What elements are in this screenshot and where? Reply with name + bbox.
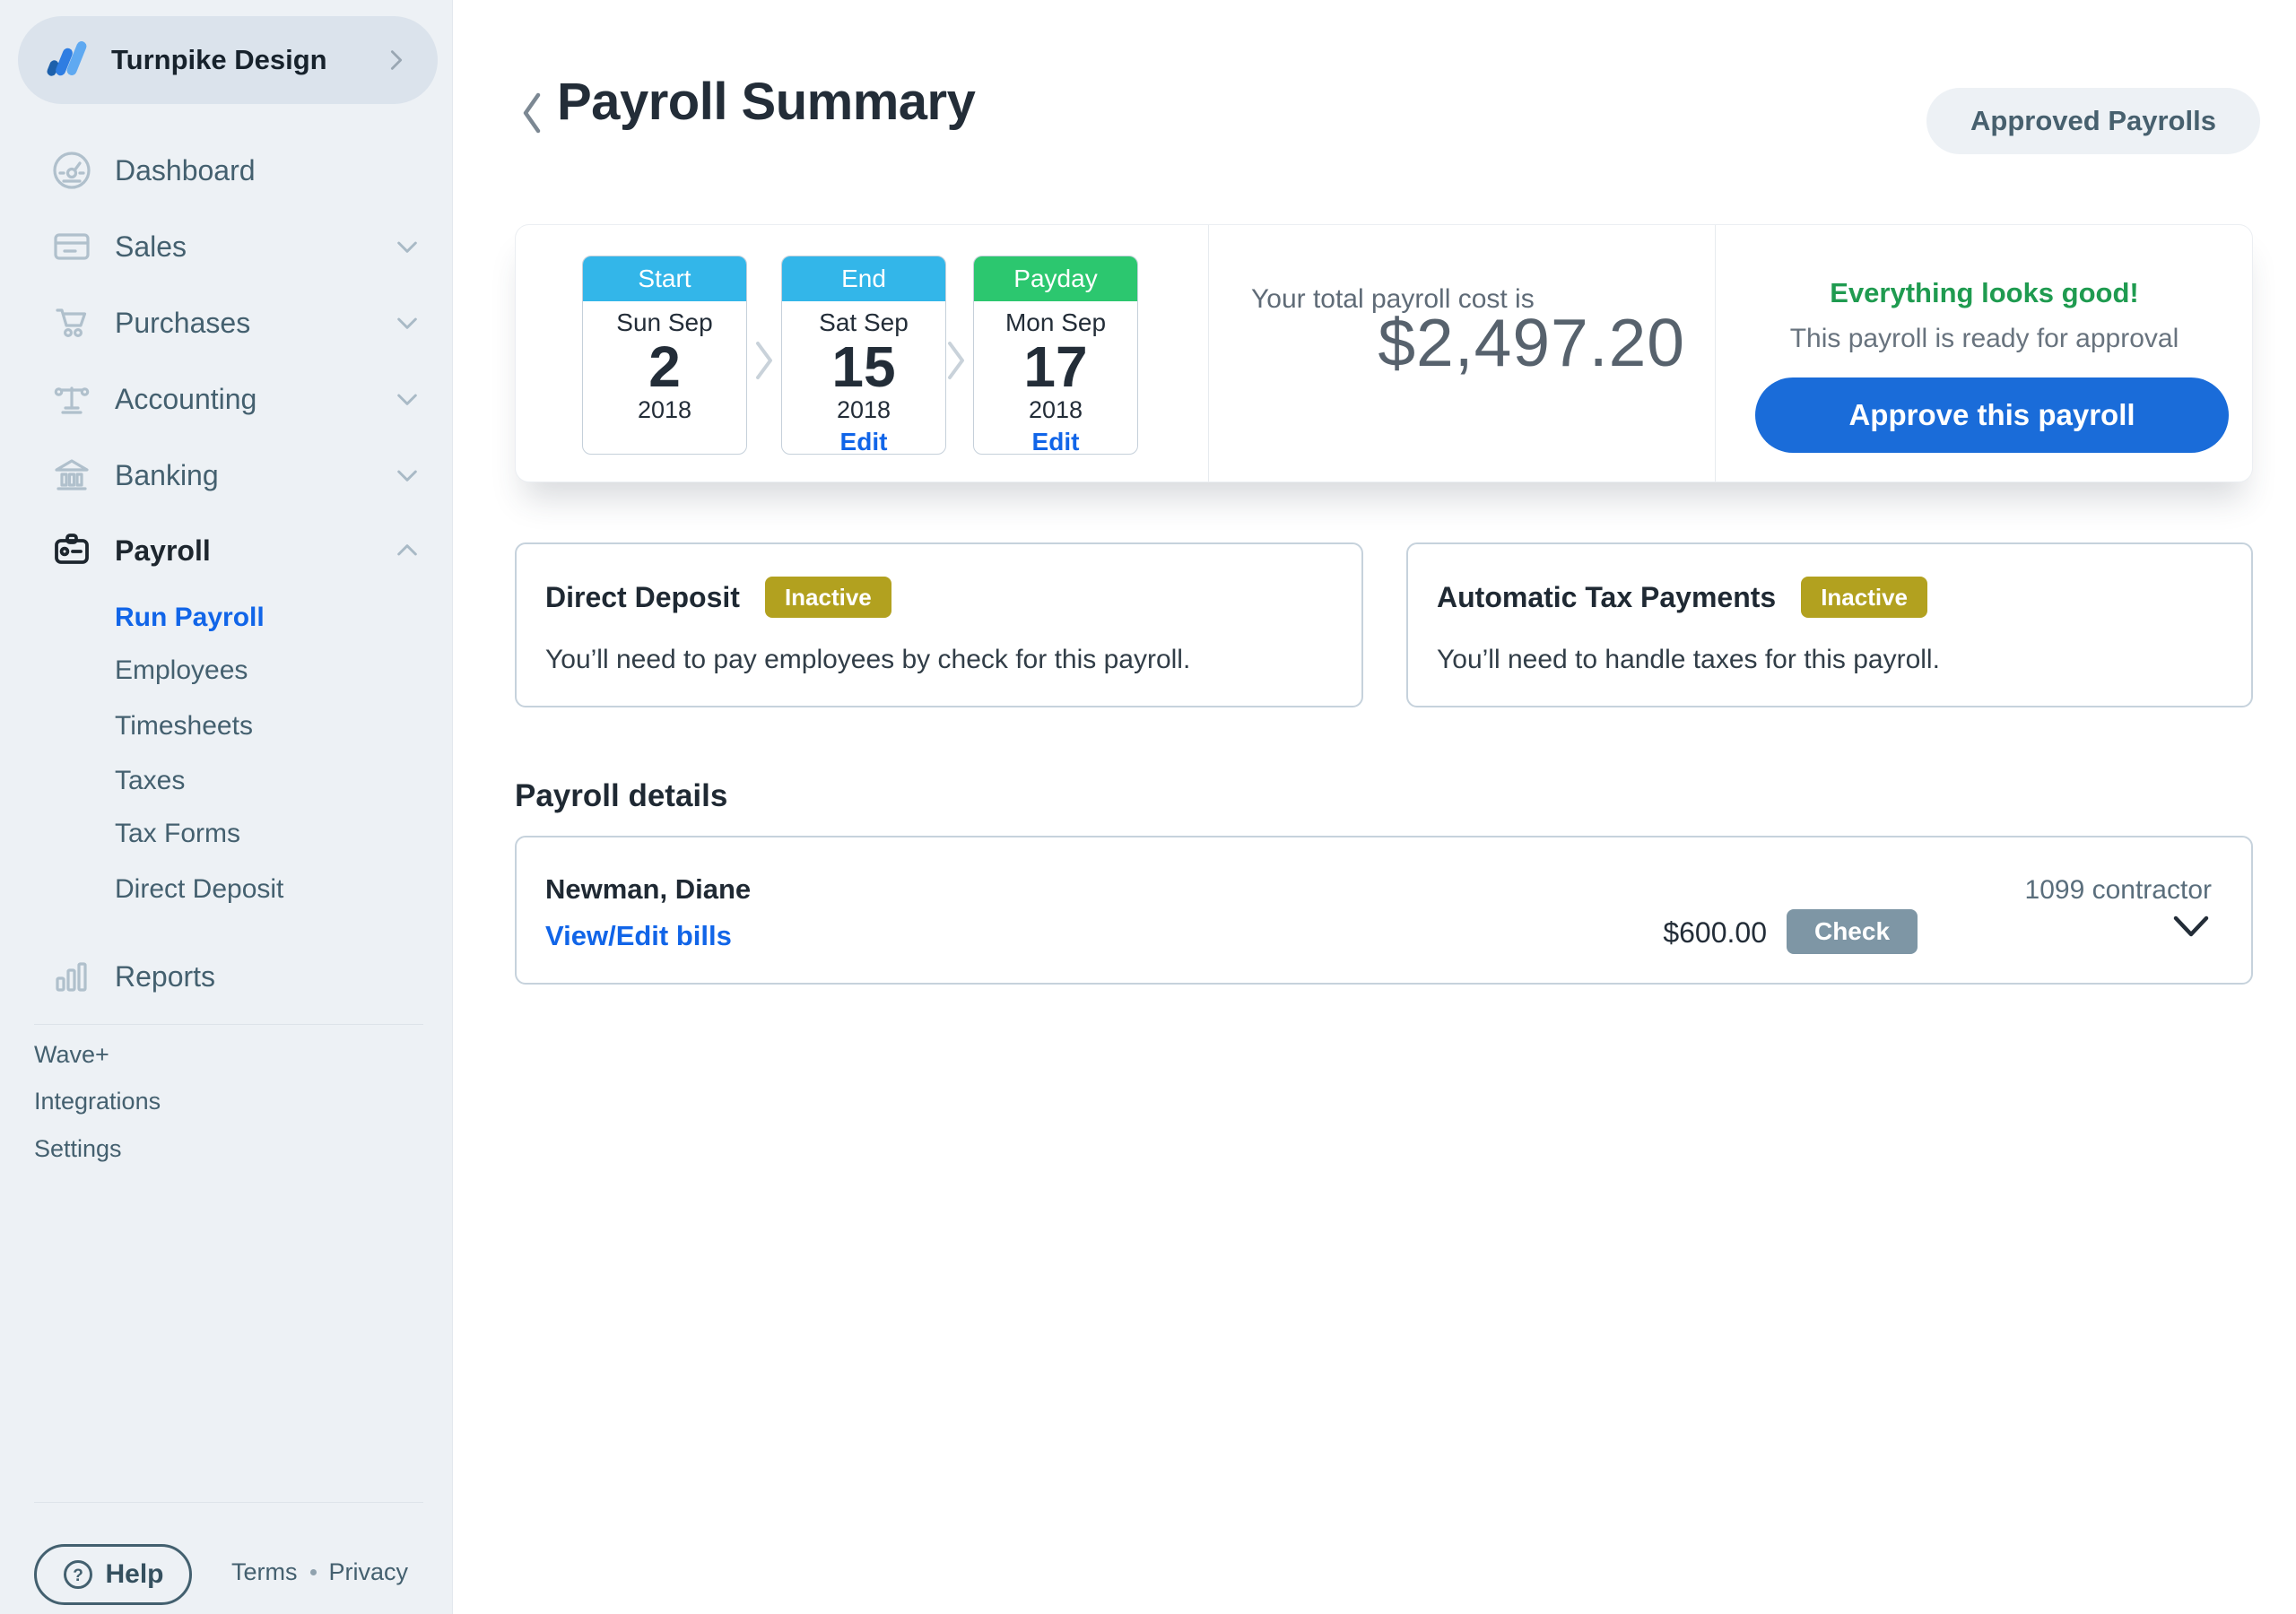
sidebar-subitem-direct-deposit[interactable]: Direct Deposit [115, 874, 284, 904]
payday-date-box: Payday Mon Sep 17 2018 Edit [973, 256, 1138, 455]
employee-amount: $600.00 [1663, 916, 1767, 949]
chevron-down-icon [397, 241, 417, 253]
sidebar-item-label: Banking [115, 458, 219, 491]
sidebar-item-settings[interactable]: Settings [34, 1134, 122, 1162]
sidebar-item-reports[interactable]: Reports [0, 939, 453, 1014]
business-switcher[interactable]: Turnpike Design [18, 16, 438, 104]
chevron-down-icon [397, 394, 417, 405]
start-date-day: 2 [648, 334, 681, 399]
end-date-year: 2018 [836, 396, 891, 423]
start-date-year: 2018 [637, 396, 692, 423]
sidebar-item-integrations[interactable]: Integrations [34, 1087, 161, 1115]
approve-payroll-button[interactable]: Approve this payroll [1755, 377, 2229, 453]
sidebar-item-label: Payroll [115, 534, 211, 567]
sidebar-item-payroll[interactable]: Payroll [0, 513, 453, 588]
start-date-box: Start Sun Sep 2 2018 [582, 256, 747, 455]
cart-icon [56, 308, 87, 338]
check-badge: Check [1787, 909, 1918, 954]
sidebar-subitem-tax-forms[interactable]: Tax Forms [115, 819, 241, 848]
end-date-box: End Sat Sep 15 2018 Edit [781, 256, 946, 455]
payday-date-day: 17 [1023, 334, 1088, 399]
automatic-tax-title: Automatic Tax Payments [1437, 580, 1777, 613]
card-divider [1208, 225, 1209, 482]
chevron-right-icon [756, 342, 772, 379]
direct-deposit-title: Direct Deposit [545, 580, 740, 613]
status-subtitle: This payroll is ready for approval [1789, 324, 2179, 353]
chevron-down-icon[interactable] [2172, 915, 2210, 938]
payroll-details-heading: Payroll details [515, 778, 728, 813]
legal-links: Terms Privacy [231, 1558, 408, 1586]
sidebar-item-label: Dashboard [115, 153, 256, 187]
sidebar-subitem-timesheets[interactable]: Timesheets [115, 711, 253, 741]
payday-date-edit-link[interactable]: Edit [1031, 428, 1080, 455]
end-date-dow: Sat Sep [819, 308, 909, 336]
payday-date-dow: Mon Sep [1004, 308, 1107, 336]
payday-date-year: 2018 [1028, 396, 1083, 423]
help-label: Help [105, 1559, 164, 1589]
dashboard-icon [53, 152, 91, 189]
terms-link[interactable]: Terms [231, 1558, 298, 1585]
sidebar-subitem-taxes[interactable]: Taxes [115, 766, 186, 795]
bar-chart-icon [56, 962, 87, 992]
card-divider [1715, 225, 1716, 482]
sidebar: Turnpike Design Dashboard Sales [0, 0, 453, 1614]
end-date-edit-link[interactable]: Edit [839, 428, 888, 455]
id-badge-icon [55, 534, 89, 564]
page-title: Payroll Summary [557, 73, 976, 131]
employee-name: Newman, Diane [545, 873, 752, 905]
sidebar-item-accounting[interactable]: Accounting [0, 361, 453, 437]
payroll-details-row: Newman, Diane View/Edit bills $600.00 Ch… [515, 836, 2253, 985]
status-title: Everything looks good! [1830, 277, 2139, 308]
automatic-tax-body: You’ll need to handle taxes for this pay… [1437, 645, 1940, 674]
direct-deposit-body: You’ll need to pay employees by check fo… [545, 645, 1191, 674]
sidebar-item-banking[interactable]: Banking [0, 438, 453, 513]
chevron-right-icon [948, 342, 964, 379]
svg-text:?: ? [74, 1566, 84, 1585]
sidebar-item-dashboard[interactable]: Dashboard [0, 133, 453, 208]
inactive-badge: Inactive [1801, 577, 1928, 618]
end-date-day: 15 [831, 334, 896, 399]
scale-icon [54, 386, 90, 414]
end-date-label: End [782, 256, 945, 301]
chevron-up-icon [397, 544, 417, 556]
wave-logo-icon [47, 41, 87, 76]
chevron-down-icon [397, 317, 417, 329]
main-content: Payroll Summary Approved Payrolls Start … [453, 0, 2296, 1614]
question-mark-icon: ? [64, 1560, 93, 1589]
total-cost-amount: $2,497.20 [1378, 305, 1685, 380]
back-chevron-icon[interactable] [518, 90, 545, 136]
sidebar-subitem-employees[interactable]: Employees [115, 655, 248, 685]
automatic-tax-card: Automatic Tax Payments Inactive You’ll n… [1406, 542, 2253, 707]
sidebar-item-label: Accounting [115, 382, 257, 415]
chevron-down-icon [397, 470, 417, 482]
sidebar-divider [34, 1024, 423, 1025]
sidebar-footer-divider [34, 1502, 423, 1503]
inactive-badge: Inactive [764, 577, 891, 618]
employee-type: 1099 contractor [2024, 875, 2212, 905]
total-cost-label: Your total payroll cost is [1251, 284, 1535, 314]
sidebar-subitem-run-payroll[interactable]: Run Payroll [115, 603, 265, 632]
sidebar-item-purchases[interactable]: Purchases [0, 285, 453, 360]
sidebar-item-wave-plus[interactable]: Wave+ [34, 1040, 109, 1068]
help-button[interactable]: ? Help [34, 1544, 192, 1605]
direct-deposit-card: Direct Deposit Inactive You’ll need to p… [515, 542, 1363, 707]
approved-payrolls-button[interactable]: Approved Payrolls [1926, 88, 2260, 154]
business-name: Turnpike Design [111, 44, 327, 75]
bank-icon [55, 459, 89, 490]
sidebar-item-sales[interactable]: Sales [0, 209, 453, 284]
view-edit-bills-link[interactable]: View/Edit bills [545, 920, 732, 951]
payroll-summary-card: Start Sun Sep 2 2018 End Sat Sep 15 2018… [515, 224, 2253, 482]
payday-date-label: Payday [974, 256, 1137, 301]
sidebar-item-label: Purchases [115, 306, 251, 339]
dot-separator [309, 1569, 317, 1575]
chevron-right-icon [390, 50, 403, 70]
privacy-link[interactable]: Privacy [328, 1558, 409, 1585]
start-date-label: Start [583, 256, 746, 301]
start-date-dow: Sun Sep [616, 308, 713, 336]
sidebar-item-label: Reports [115, 959, 216, 993]
credit-card-icon [54, 233, 90, 260]
sidebar-item-label: Sales [115, 230, 187, 263]
